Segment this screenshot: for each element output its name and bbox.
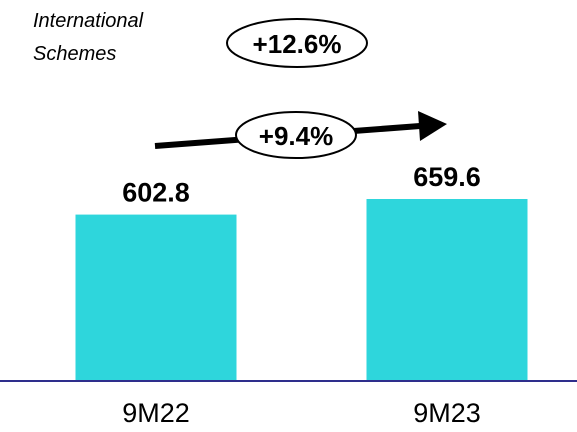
period-growth-bubble: +9.4%	[235, 111, 357, 159]
period-growth-ellipse	[235, 111, 357, 159]
subtitle-line-2: Schemes	[33, 43, 117, 65]
category-labels-group: 9M22 9M23	[122, 398, 481, 428]
value-label-9m22: 602.8	[122, 178, 190, 208]
total-growth-ellipse	[226, 18, 368, 68]
subtitle-line-1: International	[33, 10, 144, 32]
bar-9m22	[75, 214, 237, 380]
arrow-head-icon	[418, 111, 447, 141]
total-growth-bubble: +12.6%	[226, 18, 368, 68]
bar-9m23	[366, 199, 528, 380]
value-label-9m23: 659.6	[413, 162, 481, 192]
total-growth-label: +12.6%	[253, 29, 342, 59]
category-label-9m22: 9M22	[122, 398, 190, 428]
value-labels-group: 602.8 659.6	[122, 162, 481, 208]
category-label-9m23: 9M23	[413, 398, 481, 428]
bars-group	[75, 199, 528, 380]
period-growth-label: +9.4%	[259, 121, 333, 151]
